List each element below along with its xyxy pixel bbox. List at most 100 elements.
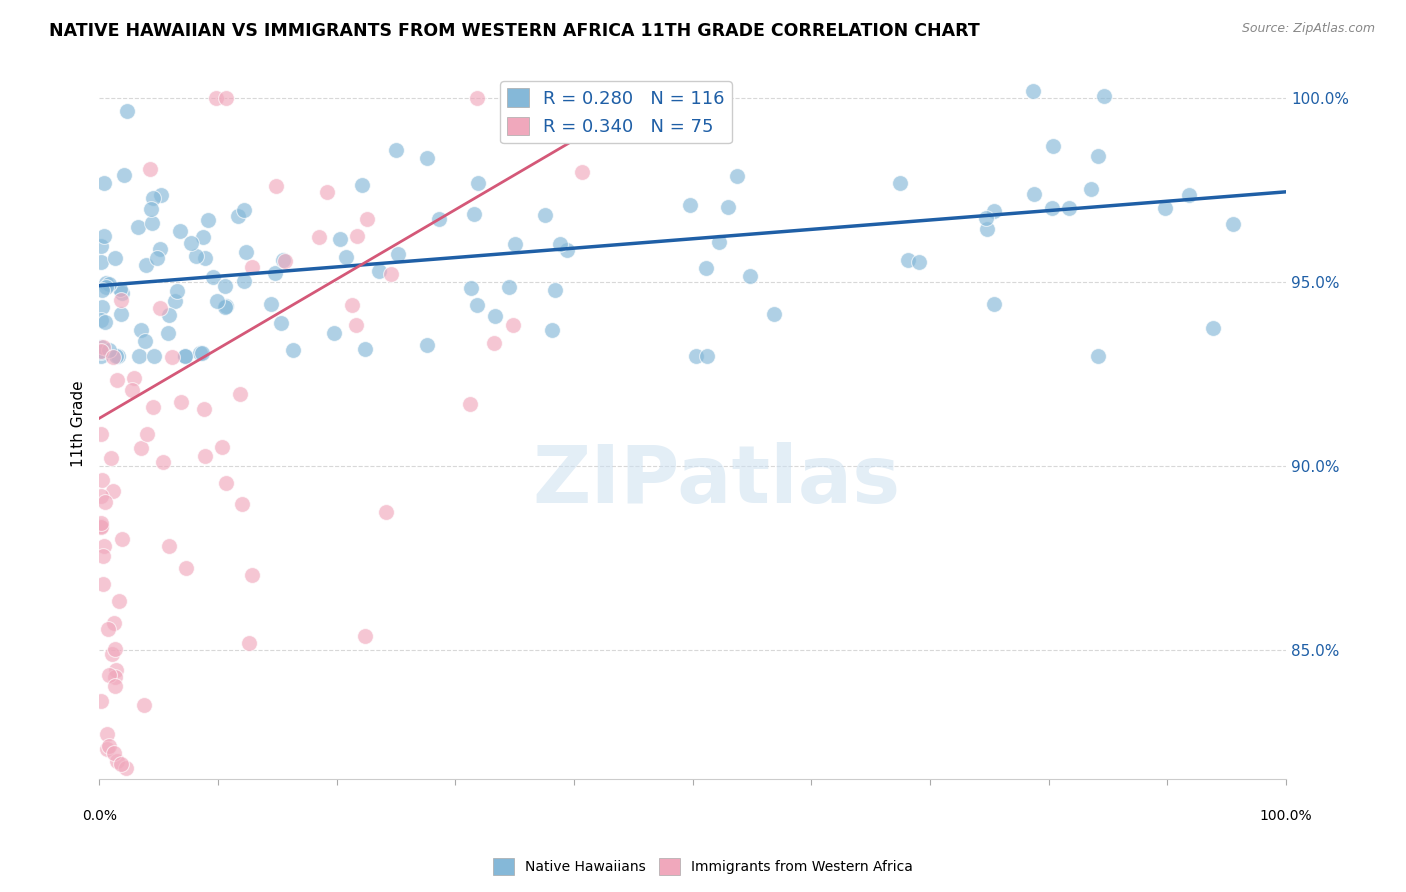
Point — [197, 213, 219, 227]
Point — [907, 255, 929, 269]
Point — [207, 294, 229, 309]
Point — [897, 253, 920, 268]
Point — [503, 237, 526, 252]
Point — [356, 211, 378, 226]
Point — [90, 340, 112, 354]
Point — [974, 211, 997, 225]
Point — [94, 277, 117, 291]
Point — [90, 516, 112, 530]
Point — [458, 396, 481, 410]
Text: NATIVE HAWAIIAN VS IMMIGRANTS FROM WESTERN AFRICA 11TH GRADE CORRELATION CHART: NATIVE HAWAIIAN VS IMMIGRANTS FROM WESTE… — [49, 22, 980, 40]
Text: Source: ZipAtlas.com: Source: ZipAtlas.com — [1241, 22, 1375, 36]
Point — [214, 279, 236, 293]
Point — [93, 539, 115, 553]
Point — [717, 200, 740, 214]
Point — [107, 349, 129, 363]
Point — [264, 266, 287, 280]
Point — [139, 162, 162, 177]
Point — [707, 235, 730, 250]
Point — [323, 326, 346, 341]
Point — [368, 264, 391, 278]
Text: 100.0%: 100.0% — [1260, 809, 1312, 823]
Point — [233, 202, 256, 217]
Point — [983, 203, 1005, 218]
Point — [354, 342, 377, 356]
Text: ZIPatlas: ZIPatlas — [533, 442, 901, 519]
Point — [498, 280, 520, 294]
Point — [103, 615, 125, 630]
Point — [96, 727, 118, 741]
Point — [114, 168, 136, 182]
Point — [460, 281, 482, 295]
Point — [105, 663, 128, 677]
Point — [548, 237, 571, 252]
Point — [235, 245, 257, 260]
Point — [97, 343, 120, 357]
Point — [565, 91, 588, 105]
Point — [143, 349, 166, 363]
Point — [100, 450, 122, 465]
Point — [128, 349, 150, 363]
Point — [240, 260, 263, 274]
Point — [173, 349, 195, 363]
Point — [976, 221, 998, 235]
Point — [484, 310, 506, 324]
Point — [180, 235, 202, 250]
Point — [696, 349, 718, 363]
Point — [157, 308, 180, 322]
Point — [1080, 181, 1102, 195]
Point — [110, 307, 132, 321]
Point — [352, 178, 374, 193]
Point — [170, 395, 193, 409]
Point — [270, 316, 292, 330]
Point — [315, 186, 337, 200]
Point — [983, 297, 1005, 311]
Point — [111, 533, 134, 547]
Point — [346, 229, 368, 244]
Point — [110, 293, 132, 307]
Point — [90, 313, 112, 327]
Point — [145, 252, 167, 266]
Point — [188, 346, 211, 360]
Point — [129, 441, 152, 455]
Point — [1059, 201, 1081, 215]
Point — [1022, 84, 1045, 98]
Point — [174, 349, 197, 363]
Point — [308, 230, 330, 244]
Point — [97, 277, 120, 292]
Point — [427, 212, 450, 227]
Point — [416, 151, 439, 165]
Point — [160, 350, 183, 364]
Point — [103, 350, 125, 364]
Point — [132, 698, 155, 712]
Point — [101, 483, 124, 498]
Point — [149, 243, 172, 257]
Point — [90, 427, 112, 442]
Point — [484, 336, 506, 351]
Point — [94, 495, 117, 509]
Point — [115, 104, 138, 119]
Point — [142, 191, 165, 205]
Point — [260, 297, 283, 311]
Point — [96, 742, 118, 756]
Point — [104, 251, 127, 265]
Y-axis label: 11th Grade: 11th Grade — [72, 380, 86, 467]
Point — [90, 349, 112, 363]
Point — [134, 334, 156, 348]
Point — [214, 301, 236, 315]
Point — [465, 298, 488, 312]
Point — [1222, 217, 1244, 231]
Point — [93, 176, 115, 190]
Point — [763, 307, 786, 321]
Point — [463, 207, 485, 221]
Point — [141, 216, 163, 230]
Point — [546, 91, 568, 105]
Point — [544, 283, 567, 297]
Point — [502, 318, 524, 333]
Point — [264, 179, 287, 194]
Point — [129, 322, 152, 336]
Point — [329, 232, 352, 246]
Point — [93, 577, 115, 591]
Legend: R = 0.280   N = 116, R = 0.340   N = 75: R = 0.280 N = 116, R = 0.340 N = 75 — [501, 81, 733, 144]
Point — [190, 346, 212, 360]
